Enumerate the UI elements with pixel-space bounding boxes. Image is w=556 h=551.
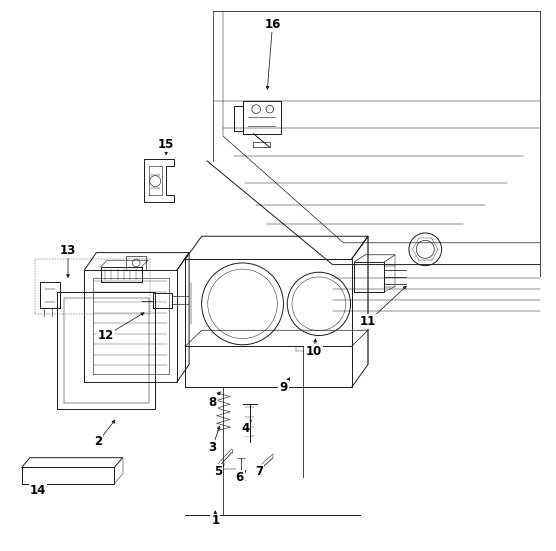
Text: 1: 1 — [211, 515, 219, 527]
Text: 16: 16 — [264, 18, 281, 31]
Text: 14: 14 — [30, 484, 46, 498]
Text: 5: 5 — [214, 466, 222, 478]
Text: 3: 3 — [208, 441, 217, 454]
Text: 4: 4 — [241, 422, 250, 435]
Text: 8: 8 — [208, 396, 217, 408]
Text: 10: 10 — [305, 345, 321, 358]
Text: 15: 15 — [158, 138, 175, 151]
Text: 7: 7 — [255, 466, 263, 478]
Text: 9: 9 — [279, 381, 287, 394]
Text: 2: 2 — [94, 435, 102, 449]
Text: 11: 11 — [360, 315, 376, 328]
Text: 13: 13 — [60, 245, 76, 257]
Text: 6: 6 — [236, 471, 244, 484]
Text: 12: 12 — [98, 329, 115, 342]
